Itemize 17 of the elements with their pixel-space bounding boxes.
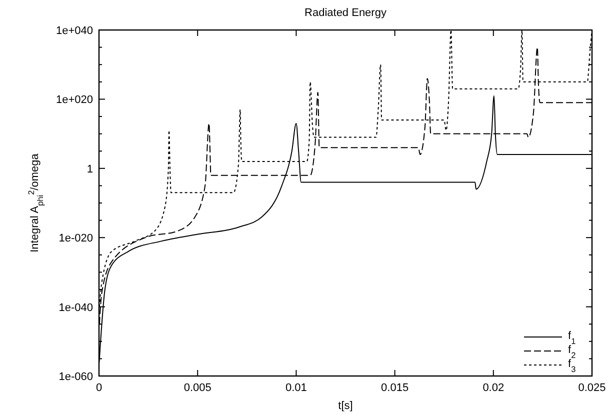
y-tick-label: 1e+040 [56, 25, 93, 37]
x-tick-label: 0.005 [184, 382, 212, 394]
x-tick-label: 0.02 [482, 382, 504, 394]
y-tick-label: 1e-040 [58, 302, 93, 314]
x-tick-label: 0.015 [381, 382, 409, 394]
y-tick-label: 1e-060 [58, 371, 93, 383]
x-tick-label: 0.025 [578, 382, 606, 394]
legend-label: f$_{1}$ [568, 330, 576, 346]
legend-label: f$_{3}$ [568, 358, 576, 374]
x-axis-title: t[s] [338, 400, 353, 412]
y-tick-label: 1 [86, 163, 93, 176]
y-tick-label: 1e+020 [56, 94, 93, 106]
x-tick-label: 0 [96, 382, 102, 394]
y-tick-label: 1e-020 [58, 232, 93, 245]
x-tick-label: 0.01 [285, 382, 307, 394]
legend-label: f$_{2}$ [568, 344, 576, 360]
chart-title: Radiated Energy [304, 7, 387, 19]
